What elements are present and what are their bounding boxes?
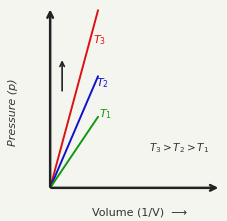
Text: Volume (1/V)  ⟶: Volume (1/V) ⟶ xyxy=(91,208,186,218)
Text: $T_3$: $T_3$ xyxy=(93,33,106,47)
Text: $T_3$$>$$T_2$$>$$T_1$: $T_3$$>$$T_2$$>$$T_1$ xyxy=(149,141,209,155)
Text: Pressure (p): Pressure (p) xyxy=(7,78,17,146)
Text: $T_2$: $T_2$ xyxy=(96,76,109,90)
Text: $T_1$: $T_1$ xyxy=(98,107,111,121)
